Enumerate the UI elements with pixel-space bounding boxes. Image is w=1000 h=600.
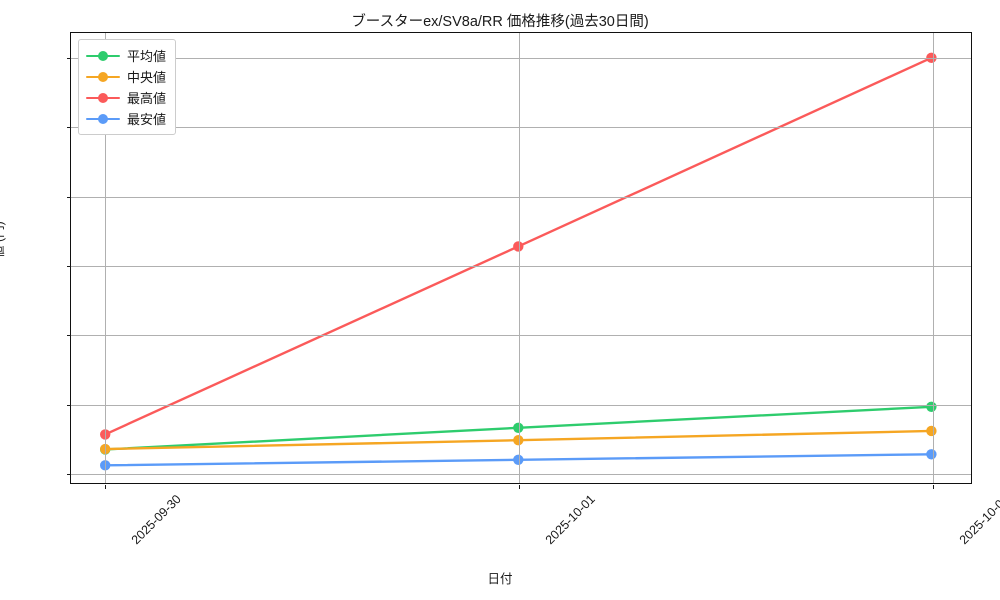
y-gridline: [71, 57, 971, 59]
data-point-marker: [926, 401, 937, 412]
y-tick-mark: [67, 473, 71, 475]
data-point-marker: [513, 241, 524, 252]
y-axis-label: 値 (円): [0, 221, 6, 258]
x-tick-mark: [519, 485, 521, 489]
y-tick-mark: [67, 57, 71, 59]
plot-area: [67, 32, 972, 489]
legend-marker-icon: [86, 49, 120, 63]
data-point-marker: [100, 443, 111, 455]
legend-marker-icon: [86, 70, 120, 84]
x-gridline: [933, 33, 935, 483]
x-tick-label: 2025-10-01: [543, 492, 599, 548]
x-tick-mark: [105, 485, 107, 489]
data-point-marker: [100, 460, 111, 471]
data-point-marker: [100, 429, 111, 440]
x-tick-label: 2025-10-02: [957, 492, 1000, 548]
data-point-marker: [926, 449, 937, 460]
legend-label: 平均値: [127, 49, 167, 64]
legend-item-1[interactable]: 平均値: [86, 45, 166, 66]
legend-item-3[interactable]: 最高値: [86, 87, 166, 108]
y-gridline: [71, 265, 971, 267]
y-gridline: [71, 335, 971, 337]
x-tick-label: 2025-09-30: [128, 492, 185, 548]
data-point-marker: [513, 422, 524, 433]
legend-marker-icon: [86, 91, 120, 105]
x-gridline: [105, 33, 107, 483]
y-tick-mark: [67, 127, 71, 129]
legend-label: 最高値: [127, 91, 167, 106]
y-gridline: [71, 196, 971, 198]
data-point-marker: [513, 435, 524, 446]
series-lines-layer: [100, 52, 937, 471]
chart-legend: 平均値中央値最高値最安値: [78, 39, 177, 135]
y-gridline: [71, 473, 971, 475]
y-tick-mark: [67, 335, 71, 337]
legend-marker-icon: [86, 112, 120, 126]
y-tick-mark: [67, 265, 71, 267]
data-point-marker: [513, 454, 524, 465]
x-gridline: [519, 33, 521, 483]
x-axis-label: 日付: [487, 572, 513, 586]
legend-label: 中央値: [127, 70, 167, 85]
y-tick-mark: [67, 196, 71, 198]
y-tick-mark: [67, 404, 71, 406]
x-tick-mark: [933, 485, 935, 489]
legend-label: 最安値: [127, 112, 167, 127]
y-gridline: [71, 127, 971, 129]
y-gridline: [71, 404, 971, 406]
legend-item-4[interactable]: 最安値: [86, 108, 166, 129]
data-point-marker: [926, 425, 937, 437]
legend-item-2[interactable]: 中央値: [86, 66, 166, 87]
chart-title: ブースターex/SV8a/RR 価格推移(過去30日間): [351, 14, 649, 30]
